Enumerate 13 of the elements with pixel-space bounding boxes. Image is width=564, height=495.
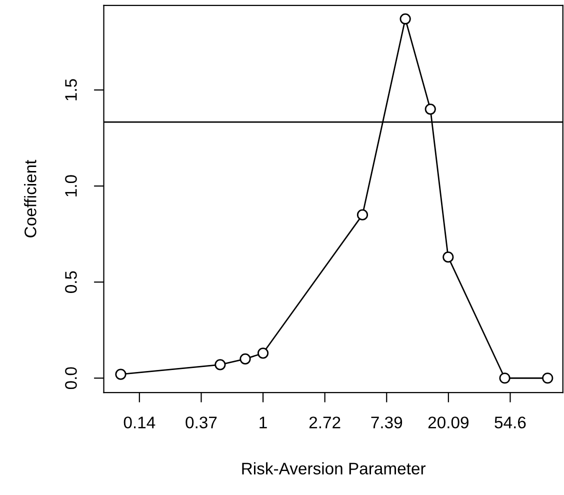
y-tick-label: 1.0 (65, 175, 77, 196)
y-tick-label: 0.0 (65, 367, 77, 390)
x-tick-label: 1 (260, 416, 267, 428)
x-tick-label: 0.14 (124, 416, 156, 428)
x-tick-label: 54.6 (494, 416, 526, 428)
y-axis-title: Coefficient (24, 160, 36, 238)
x-tick-label: 2.72 (309, 416, 340, 428)
y-tick-label: 0.5 (65, 271, 77, 294)
y-tick-label: 1.5 (65, 79, 77, 100)
x-tick-label: 7.39 (371, 416, 402, 428)
x-tick-label: 20.09 (428, 416, 468, 428)
x-tick-label: 0.37 (186, 416, 217, 428)
x-axis-title: Risk-Aversion Parameter (242, 462, 426, 474)
